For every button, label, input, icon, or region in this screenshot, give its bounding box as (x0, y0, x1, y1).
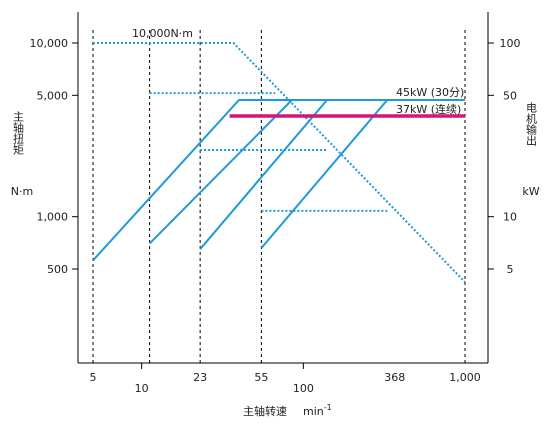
y-left-unit: N·m (11, 185, 33, 198)
y-left-label: 主轴扭矩 (12, 111, 25, 156)
x-tick-label: 55 (254, 371, 268, 384)
series-line (148, 99, 293, 245)
y-left-tick-label: 500 (47, 263, 68, 276)
y-right-tick-label: 10 (503, 211, 517, 224)
x-tick-label: 100 (293, 382, 314, 395)
x-tick-label: 5 (90, 371, 97, 384)
y-right-tick-label: 50 (503, 89, 517, 102)
x-axis-unit: min-1 (303, 403, 332, 418)
series-line (92, 99, 465, 262)
series-line (93, 42, 466, 283)
x-tick-label: 10 (135, 382, 149, 395)
x-tick-label: 1,000 (449, 371, 481, 384)
x-tick-label: 368 (384, 371, 405, 384)
y-right-tick-label: 5 (507, 263, 514, 276)
annotation-max-torque: 10,000N·m (132, 27, 193, 40)
series-line (199, 99, 328, 250)
y-right-unit: kW (522, 185, 539, 198)
series-line (260, 99, 388, 249)
x-axis-unit-exp: -1 (324, 403, 332, 412)
y-right-tick-label: 100 (500, 37, 521, 50)
annotation-45kw: 45kW (30分) (396, 86, 464, 99)
x-axis-label: 主轴转速 (243, 404, 287, 418)
y-left-tick-label: 1,000 (37, 211, 69, 224)
y-right-label: 电机输出 (525, 102, 538, 146)
gear-boundaries (92, 30, 466, 363)
x-axis-unit-base: min (303, 405, 324, 418)
series-group (92, 42, 466, 283)
y-left-tick-label: 5,000 (37, 89, 69, 102)
y-left-tick-label: 10,000 (30, 37, 69, 50)
x-tick-label: 23 (193, 371, 207, 384)
annotation-37kw: 37kW (连续) (396, 102, 461, 116)
